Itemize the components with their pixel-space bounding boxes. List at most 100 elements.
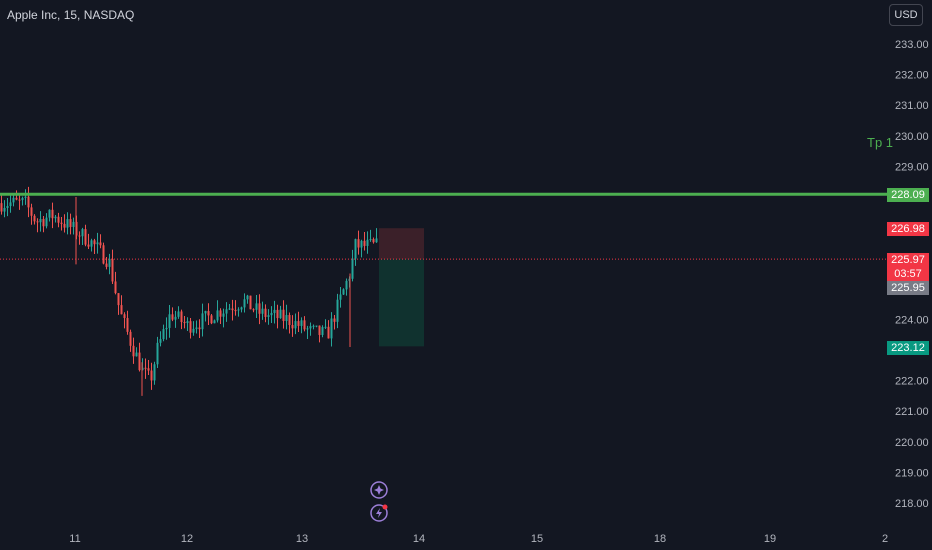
candle-down-body [180, 311, 183, 323]
y-tick-label: 233.00 [895, 39, 929, 51]
candle-down-body [234, 310, 237, 312]
candle-down-body [102, 245, 105, 264]
candle-down-body [30, 207, 33, 216]
candle-down-body [51, 209, 54, 219]
y-tick-label: 229.00 [895, 161, 929, 173]
last-price-tag: 225.97 [887, 253, 929, 267]
candle-up-body [213, 320, 216, 324]
candle-up-body [135, 352, 138, 357]
candle-up-body [96, 242, 99, 245]
candle-up-body [312, 325, 315, 327]
candle-up-body [336, 299, 339, 322]
candle-up-body [153, 364, 156, 381]
candle-up-body [324, 326, 327, 328]
candle-up-body [81, 229, 84, 237]
candle-down-body [147, 368, 150, 371]
candle-down-body [99, 242, 102, 246]
candle-up-body [3, 207, 6, 212]
candles [0, 186, 378, 396]
candle-down-body [357, 239, 360, 248]
prev-close-tag: 225.95 [887, 281, 929, 295]
candle-up-body [21, 197, 24, 201]
candle-up-body [186, 321, 189, 323]
candle-up-body [246, 295, 249, 300]
candle-up-body [222, 313, 225, 317]
candle-up-body [162, 329, 165, 340]
candle-up-body [90, 240, 93, 247]
candle-up-body [351, 258, 354, 279]
candle-down-body [288, 314, 291, 325]
chart-icons[interactable] [370, 481, 388, 522]
x-tick-label: 12 [181, 533, 193, 545]
candle-up-body [342, 289, 345, 295]
y-tick-label: 220.00 [895, 437, 929, 449]
candle-down-body [57, 216, 60, 223]
y-tick-label: 232.00 [895, 70, 929, 82]
candle-up-body [108, 259, 111, 267]
y-tick-label: 222.00 [895, 376, 929, 388]
candle-down-body [132, 345, 135, 357]
candle-down-body [207, 311, 210, 316]
candle-down-body [93, 240, 96, 245]
candle-down-body [252, 309, 255, 311]
candle-up-body [24, 196, 27, 198]
candle-up-body [255, 303, 258, 310]
candle-up-body [354, 239, 357, 259]
candle-down-body [84, 229, 87, 245]
candle-up-body [261, 308, 264, 314]
candle-up-body [168, 314, 171, 328]
candle-down-body [231, 308, 234, 311]
candle-up-body [309, 326, 312, 329]
stop-zone [379, 228, 424, 260]
y-tick-label: 231.00 [895, 100, 929, 112]
candle-up-body [174, 316, 177, 320]
candle-up-body [48, 209, 51, 218]
candle-down-body [138, 352, 141, 371]
y-tick-label: 219.00 [895, 467, 929, 479]
green-line-price-tag: 228.09 [887, 188, 929, 202]
candle-up-body [39, 218, 42, 223]
lightning-alert-icon [370, 504, 388, 522]
candle-up-body [294, 321, 297, 329]
candle-down-body [120, 305, 123, 315]
candle-down-body [249, 295, 252, 310]
x-tick-label: 18 [654, 533, 666, 545]
candle-down-body [129, 331, 132, 346]
countdown-tag: 03:57 [887, 267, 929, 281]
candle-down-body [183, 322, 186, 324]
candle-up-body [285, 314, 288, 321]
candle-up-body [240, 307, 243, 310]
candle-up-body [216, 310, 219, 321]
candle-down-body [111, 259, 114, 282]
candle-up-body [273, 309, 276, 313]
candle-down-body [78, 235, 81, 237]
candle-up-body [6, 205, 9, 208]
candle-down-body [198, 327, 201, 330]
candle-down-body [27, 196, 30, 208]
candle-up-body [315, 325, 318, 327]
candle-up-body [156, 342, 159, 365]
candle-down-body [210, 315, 213, 324]
candle-up-body [300, 320, 303, 326]
candle-up-body [243, 299, 246, 308]
candle-up-body [330, 318, 333, 339]
candle-down-body [291, 324, 294, 329]
candle-up-body [192, 328, 195, 333]
candle-down-body [264, 308, 267, 317]
y-tick-label: 224.00 [895, 314, 929, 326]
candle-down-body [333, 318, 336, 322]
candle-up-body [159, 339, 162, 343]
y-tick-label: 221.00 [895, 406, 929, 418]
candle-up-body [9, 202, 12, 206]
candle-down-body [87, 244, 90, 247]
currency-selector[interactable]: USD [889, 4, 923, 26]
level-lines [0, 192, 887, 260]
chart-title: Apple Inc, 15, NASDAQ [7, 8, 135, 22]
candle-up-body [177, 311, 180, 317]
candle-up-body [204, 311, 207, 314]
diamond-star-icon [370, 481, 388, 499]
x-tick-label: 2 [882, 533, 888, 545]
candle-down-body [189, 321, 192, 333]
candle-up-body [360, 240, 363, 248]
